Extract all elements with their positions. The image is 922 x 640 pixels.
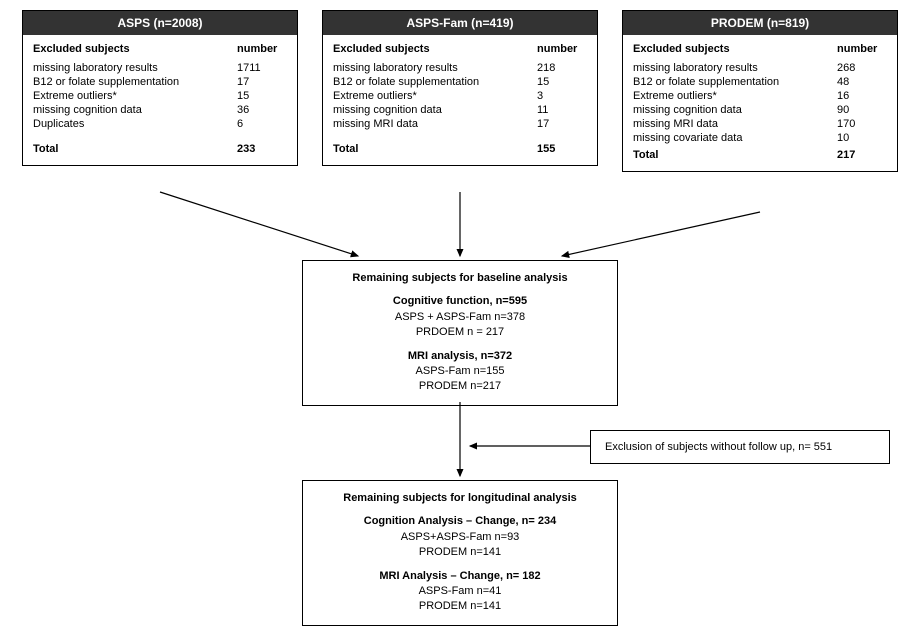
- table-row: Extreme outliers*16: [633, 89, 887, 103]
- row-label: missing covariate data: [633, 132, 837, 144]
- row-label: missing laboratory results: [33, 62, 237, 74]
- table-row: missing cognition data36: [33, 103, 287, 117]
- cohort-prodem: PRODEM (n=819) Excluded subjects number …: [622, 10, 898, 172]
- total-value: 155: [537, 143, 587, 155]
- cohort-header: ASPS-Fam (n=419): [323, 11, 597, 35]
- cohort-header: ASPS (n=2008): [23, 11, 297, 35]
- table-row: missing MRI data17: [333, 117, 587, 131]
- row-label: B12 or folate supplementation: [33, 76, 237, 88]
- table-header: Excluded subjects number: [333, 43, 587, 55]
- row-value: 17: [237, 76, 287, 88]
- table-row: Duplicates6: [33, 117, 287, 131]
- exclusion-text: Exclusion of subjects without follow up,…: [605, 441, 832, 453]
- total-label: Total: [33, 143, 237, 155]
- total-value: 233: [237, 143, 287, 155]
- table-row: missing laboratory results1711: [33, 61, 287, 75]
- row-label: missing laboratory results: [633, 62, 837, 74]
- baseline-sec2-head: MRI analysis, n=372: [317, 349, 603, 364]
- longitudinal-box: Remaining subjects for longitudinal anal…: [302, 480, 618, 626]
- baseline-sec2-line1: ASPS-Fam n=155: [317, 364, 603, 379]
- row-label: Extreme outliers*: [333, 90, 537, 102]
- row-label: Extreme outliers*: [33, 90, 237, 102]
- row-value: 36: [237, 104, 287, 116]
- table-row: missing cognition data90: [633, 103, 887, 117]
- total-row: Total217: [633, 149, 887, 161]
- row-value: 11: [537, 104, 587, 116]
- row-value: 268: [837, 62, 887, 74]
- row-value: 48: [837, 76, 887, 88]
- long-sec2-head: MRI Analysis – Change, n= 182: [317, 569, 603, 584]
- row-value: 10: [837, 132, 887, 144]
- long-sec1-line1: ASPS+ASPS-Fam n=93: [317, 530, 603, 545]
- row-label: B12 or folate supplementation: [333, 76, 537, 88]
- row-label: missing laboratory results: [333, 62, 537, 74]
- col-number: number: [237, 43, 287, 55]
- baseline-title: Remaining subjects for baseline analysis: [317, 271, 603, 286]
- cohort-asps: ASPS (n=2008) Excluded subjects number m…: [22, 10, 298, 166]
- baseline-sec2-line2: PRODEM n=217: [317, 379, 603, 394]
- long-sec1-head: Cognition Analysis – Change, n= 234: [317, 514, 603, 529]
- table-row: B12 or folate supplementation15: [333, 75, 587, 89]
- col-excluded: Excluded subjects: [33, 43, 237, 55]
- row-label: missing cognition data: [333, 104, 537, 116]
- cohort-body: Excluded subjects number missing laborat…: [23, 35, 297, 165]
- row-label: missing cognition data: [633, 104, 837, 116]
- table-row: B12 or folate supplementation48: [633, 75, 887, 89]
- table-row: missing cognition data11: [333, 103, 587, 117]
- total-row: Total233: [33, 143, 287, 155]
- long-sec1-line2: PRODEM n=141: [317, 545, 603, 560]
- total-label: Total: [333, 143, 537, 155]
- table-header: Excluded subjects number: [33, 43, 287, 55]
- baseline-sec1-line2: PRDOEM n = 217: [317, 325, 603, 340]
- row-value: 170: [837, 118, 887, 130]
- row-value: 6: [237, 118, 287, 130]
- long-sec2-line2: PRODEM n=141: [317, 599, 603, 614]
- cohort-body: Excluded subjects number missing laborat…: [623, 35, 897, 171]
- baseline-sec1-line1: ASPS + ASPS-Fam n=378: [317, 310, 603, 325]
- table-row: missing covariate data10: [633, 131, 887, 145]
- total-value: 217: [837, 149, 887, 161]
- row-label: missing MRI data: [333, 118, 537, 130]
- table-header: Excluded subjects number: [633, 43, 887, 55]
- table-row: missing laboratory results218: [333, 61, 587, 75]
- table-row: B12 or folate supplementation17: [33, 75, 287, 89]
- table-row: Extreme outliers*3: [333, 89, 587, 103]
- long-sec2-line1: ASPS-Fam n=41: [317, 584, 603, 599]
- row-value: 17: [537, 118, 587, 130]
- baseline-sec1-head: Cognitive function, n=595: [317, 294, 603, 309]
- row-value: 3: [537, 90, 587, 102]
- row-label: missing cognition data: [33, 104, 237, 116]
- exclusion-box: Exclusion of subjects without follow up,…: [590, 430, 890, 464]
- col-number: number: [837, 43, 887, 55]
- table-row: missing laboratory results268: [633, 61, 887, 75]
- row-label: Extreme outliers*: [633, 90, 837, 102]
- cohort-asps-fam: ASPS-Fam (n=419) Excluded subjects numbe…: [322, 10, 598, 166]
- row-value: 218: [537, 62, 587, 74]
- total-row: Total155: [333, 143, 587, 155]
- row-value: 16: [837, 90, 887, 102]
- col-number: number: [537, 43, 587, 55]
- row-label: Duplicates: [33, 118, 237, 130]
- row-label: missing MRI data: [633, 118, 837, 130]
- table-row: Extreme outliers*15: [33, 89, 287, 103]
- total-label: Total: [633, 149, 837, 161]
- col-excluded: Excluded subjects: [633, 43, 837, 55]
- longitudinal-title: Remaining subjects for longitudinal anal…: [317, 491, 603, 506]
- table-row: missing MRI data170: [633, 117, 887, 131]
- arrow-prodem-to-baseline: [562, 212, 760, 256]
- row-value: 90: [837, 104, 887, 116]
- row-label: B12 or folate supplementation: [633, 76, 837, 88]
- row-value: 1711: [237, 62, 287, 74]
- arrow-asps-to-baseline: [160, 192, 358, 256]
- cohort-body: Excluded subjects number missing laborat…: [323, 35, 597, 165]
- cohort-header: PRODEM (n=819): [623, 11, 897, 35]
- col-excluded: Excluded subjects: [333, 43, 537, 55]
- row-value: 15: [237, 90, 287, 102]
- row-value: 15: [537, 76, 587, 88]
- baseline-box: Remaining subjects for baseline analysis…: [302, 260, 618, 406]
